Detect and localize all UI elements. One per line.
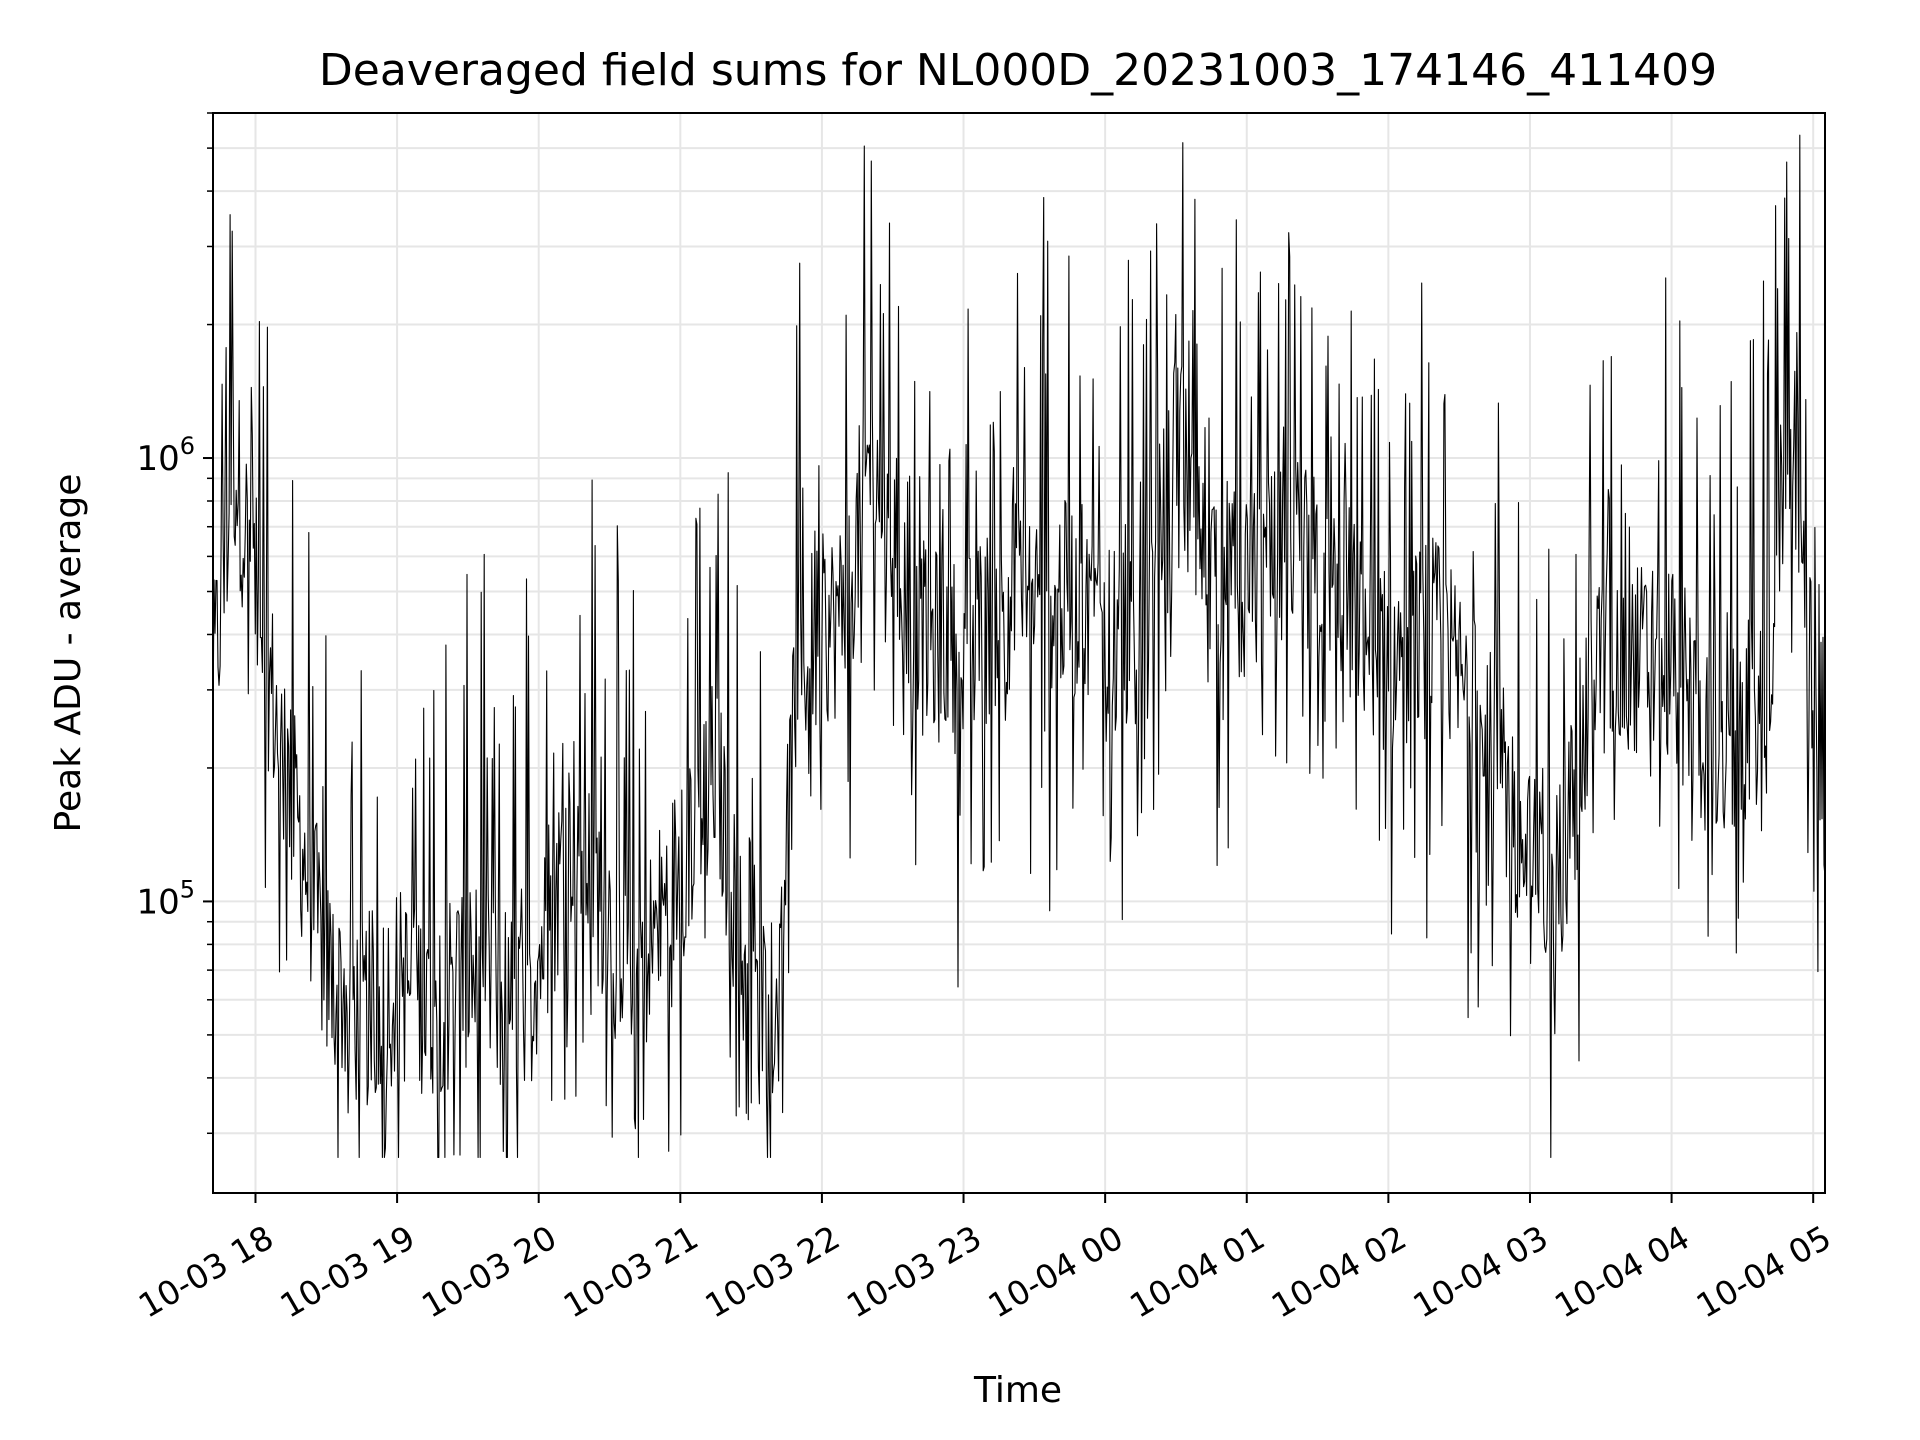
y-axis-label: Peak ADU - average bbox=[48, 474, 89, 833]
y-tick-label: 105 bbox=[136, 875, 195, 922]
x-axis-label: Time bbox=[973, 1370, 1062, 1411]
chart-title: Deaveraged field sums for NL000D_2023100… bbox=[319, 45, 1717, 96]
series-line bbox=[212, 134, 1826, 1159]
series-layer bbox=[212, 134, 1826, 1159]
y-tick-label: 106 bbox=[136, 432, 195, 479]
plot-frame bbox=[212, 112, 1826, 1194]
